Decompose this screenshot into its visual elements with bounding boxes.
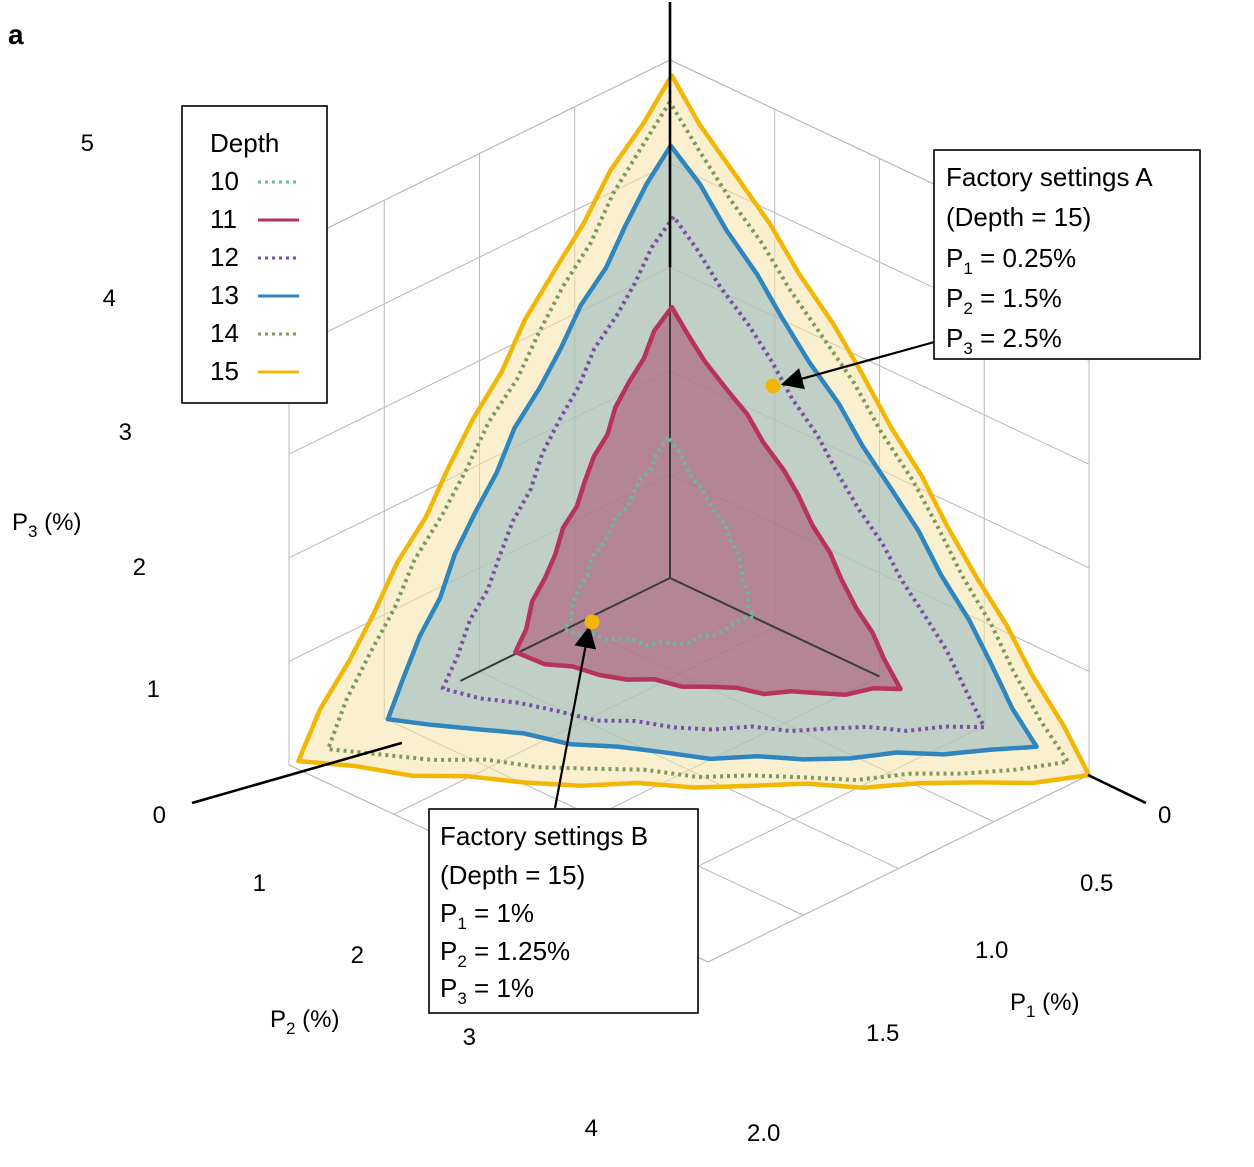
- outer-axes: [111, 1, 1147, 805]
- p2-axis-label: P2 (%): [270, 1006, 339, 1038]
- annotation-a-title: Factory settings A: [946, 162, 1153, 192]
- floor-edge-right: [707, 774, 1090, 963]
- annotation-a-depth: (Depth = 15): [946, 202, 1091, 232]
- annotation-b-title: Factory settings B: [440, 821, 648, 851]
- contour-line-15: [296, 73, 1092, 790]
- panel-label: a: [8, 19, 24, 50]
- annotation-arrows: [553, 339, 939, 809]
- p3-tick-0: 0: [153, 802, 166, 829]
- p1-tick-1.0: 1.0: [975, 937, 1008, 964]
- legend-label-14: 14: [210, 318, 239, 348]
- contour-line-14: [326, 100, 1070, 782]
- p1-tick-0: 0: [1158, 802, 1171, 829]
- marker-b: [584, 614, 600, 630]
- p2-tick-4: 4: [585, 1115, 598, 1142]
- annotation-b-depth: (Depth = 15): [440, 860, 585, 890]
- p1-tick-2.0: 2.0: [747, 1120, 780, 1147]
- p2-tick-3: 3: [463, 1024, 476, 1051]
- arrow-a: [780, 339, 939, 390]
- legend-label-10: 10: [210, 166, 239, 196]
- p3-tick-4: 4: [103, 285, 116, 312]
- legend-items: 10 11 12 13 14 15: [210, 166, 299, 386]
- p3-tick-2: 2: [133, 554, 146, 581]
- p3-tick-1: 1: [147, 676, 160, 703]
- legend-title: Depth: [210, 128, 279, 158]
- contour-line-13: [385, 143, 1039, 762]
- p3-tick-5: 5: [81, 130, 94, 157]
- contour-line-11: [513, 304, 903, 697]
- contour-fill-11: [515, 307, 901, 695]
- wall-top-left: [288, 59, 671, 248]
- arrow-b: [553, 625, 597, 809]
- contour-fills: [298, 75, 1089, 788]
- legend-label-13: 13: [210, 280, 239, 310]
- legend-label-15: 15: [210, 356, 239, 386]
- legend-label-11: 11: [210, 204, 237, 234]
- p1-tick-1.5: 1.5: [866, 1020, 899, 1047]
- p1-tick-0.5: 0.5: [1080, 870, 1113, 897]
- annotation-a-p1: P1 = 0.25%: [946, 243, 1076, 278]
- marker-a: [765, 378, 781, 394]
- p2-tick-1: 1: [253, 870, 266, 897]
- annotation-a-p3: P3 = 2.5%: [946, 323, 1062, 358]
- annotation-a: Factory settings A (Depth = 15) P1 = 0.2…: [933, 149, 1201, 360]
- annotation-b-p1: P1 = 1%: [440, 898, 534, 933]
- annotation-a-box: [933, 149, 1201, 360]
- annotation-b: Factory settings B (Depth = 15) P1 = 1% …: [428, 808, 699, 1014]
- left-floor-axis: [191, 741, 403, 805]
- p1-axis-label: P1 (%): [1010, 989, 1079, 1021]
- legend-box: [181, 105, 328, 404]
- p3-axis-label: P3 (%): [12, 509, 81, 541]
- inner-axis-1: [669, 577, 880, 678]
- legend: Depth 10 11 12 13 14 15: [181, 105, 328, 404]
- p2-tick-2: 2: [351, 942, 364, 969]
- annotation-a-p2: P2 = 1.5%: [946, 283, 1062, 318]
- p3-tick-3: 3: [119, 419, 132, 446]
- contour-line-10: [562, 435, 756, 648]
- contour-lines: [296, 73, 1092, 790]
- right-floor-axis: [1087, 773, 1147, 805]
- annotation-b-box: [428, 808, 699, 1014]
- annotation-b-p3: P3 = 1%: [440, 973, 534, 1008]
- legend-label-12: 12: [210, 242, 239, 272]
